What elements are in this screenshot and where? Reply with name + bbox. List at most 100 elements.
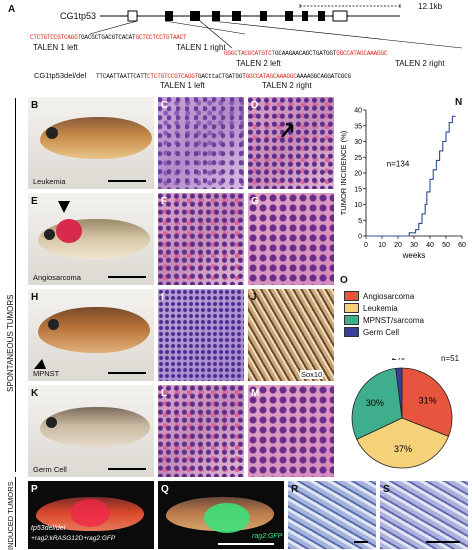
legend-label: Germ Cell — [363, 327, 400, 337]
legend-item: Angiosarcoma — [344, 290, 470, 302]
panel-label-e: E — [31, 196, 38, 207]
section-bracket-induced — [15, 477, 16, 547]
fish-photo-mpnst — [28, 289, 154, 381]
gene-length: 12.1kb — [418, 2, 443, 11]
pie-slice-label: 37% — [394, 444, 412, 454]
x-tick-label: 50 — [442, 242, 450, 249]
panel-label-g: G — [251, 196, 259, 207]
chart-annotation: n=134 — [387, 160, 410, 169]
section-label-induced: INDUCED TUMORS — [6, 481, 15, 550]
legend-swatch — [344, 315, 359, 325]
talen-2-right: TALEN 2 right — [395, 59, 445, 68]
talen-1-left: TALEN 1 left — [33, 43, 78, 52]
fish-photo-germ-cell — [28, 385, 154, 477]
deletion-label: CG1tp53del/del — [34, 71, 87, 80]
panel-label-r: R — [291, 484, 299, 495]
y-tick-label: 25 — [354, 155, 362, 162]
pie-slice-label: 31% — [419, 396, 437, 406]
panel-label-f: F — [161, 196, 168, 207]
talen-del-left: TALEN 1 left — [160, 81, 205, 90]
histology-j-sox10 — [248, 289, 334, 381]
panel-label-j: J — [251, 292, 257, 303]
gene-name: CG1tp53 — [60, 11, 97, 21]
y-tick-label: 5 — [358, 218, 362, 225]
legend-label: Leukemia — [363, 303, 398, 313]
pie-chart: 31% 37% 30% 2% — [351, 358, 453, 469]
x-tick-label: 30 — [410, 242, 418, 249]
pie-slice-label: 30% — [366, 398, 384, 408]
pie-slice-label: 2% — [392, 358, 405, 362]
fish-label-mpnst: MPNST — [33, 369, 60, 378]
panel-label-k: K — [31, 388, 39, 399]
pie-legend: Angiosarcoma Leukemia MPNST/sarcoma Germ Ce… — [344, 290, 470, 338]
fish-label-germ-cell: Germ Cell — [33, 465, 67, 474]
histology-g — [248, 193, 334, 285]
histology-s — [380, 481, 468, 549]
panel-label-p: P — [31, 484, 38, 495]
talen-del-right: TALEN 2 right — [262, 81, 312, 90]
legend-label: Angiosarcoma — [363, 291, 415, 301]
talen-2-left: TALEN 2 left — [236, 59, 281, 68]
y-axis-label: TUMOR INCIDENCE (%) — [339, 130, 348, 215]
histology-d — [248, 97, 334, 189]
legend-item: Germ Cell — [344, 326, 470, 338]
induced-transgenes: +rag2:kRASG12D+rag2:GFP — [31, 535, 116, 542]
panel-label-h: H — [31, 292, 39, 303]
y-tick-label: 30 — [354, 139, 362, 146]
panel-label-q: Q — [161, 484, 169, 495]
pie-annotation: n=51 — [441, 354, 460, 363]
y-tick-label: 15 — [354, 186, 362, 193]
panel-label-b: B — [31, 100, 39, 111]
panel-label-n: N — [455, 97, 463, 108]
fish-photo-leukemia — [28, 97, 154, 189]
fish-photo-angiosarcoma — [28, 193, 154, 285]
x-tick-label: 0 — [364, 242, 368, 249]
pie-slice — [401, 367, 453, 437]
histology-i — [158, 289, 244, 381]
stain-label: Sox10 — [300, 370, 324, 379]
panel-label-o: O — [340, 275, 348, 286]
sequence-exon-right: GGGCTACGCATGTCTGCAAGAACAGCTGATGGTGGCCATA… — [224, 50, 388, 57]
fish-label-angiosarcoma: Angiosarcoma — [33, 273, 81, 282]
pie-slice — [356, 417, 450, 469]
x-tick-label: 60 — [458, 242, 466, 249]
legend-swatch — [344, 327, 359, 337]
fish-photo-induced-q — [158, 481, 284, 549]
legend-swatch — [344, 291, 359, 301]
panel-label-l: L — [161, 388, 168, 399]
pie-slice — [351, 367, 403, 440]
sequence-deletion: TTCAATTAATTCATTCTCTGTCCGTCAGGTGACttaCTGA… — [96, 73, 352, 80]
legend-label: MPNST/sarcoma — [363, 315, 424, 325]
histology-c — [158, 97, 244, 189]
legend-item: MPNST/sarcoma — [344, 314, 470, 326]
talen-1-right: TALEN 1 right — [176, 43, 226, 52]
fish-photo-induced-p — [28, 481, 154, 549]
y-tick-label: 40 — [354, 108, 362, 115]
panel-label-m: M — [251, 388, 260, 399]
panel-label-s: S — [383, 484, 390, 495]
panel-label-i: I — [161, 292, 164, 303]
sequence-exon-left: CTCTGTCCGTCAGGTGACGCTGACGTCACATGCTCCTCCT… — [30, 34, 187, 41]
pie-slice — [395, 367, 403, 419]
x-axis-label: weeks — [402, 251, 426, 260]
histology-m — [248, 385, 334, 477]
induced-genotype: tp53del/del — [31, 525, 66, 532]
gene-diagram — [89, 4, 463, 49]
panel-label-a: A — [8, 4, 16, 15]
gfp-label: rag2:GFP — [252, 533, 283, 540]
incidence-line — [366, 115, 456, 237]
histology-r — [288, 481, 376, 549]
y-tick-label: 20 — [354, 171, 362, 178]
x-tick-label: 20 — [394, 242, 402, 249]
fish-label-leukemia: Leukemia — [33, 177, 66, 186]
section-bracket-spontaneous — [15, 98, 16, 472]
x-tick-label: 40 — [426, 242, 434, 249]
legend-swatch — [344, 303, 359, 313]
histology-l — [158, 385, 244, 477]
y-tick-label: 10 — [354, 202, 362, 209]
x-tick-label: 10 — [378, 242, 386, 249]
incidence-chart: 0 5 10 15 20 25 30 35 40 0 10 20 30 40 50 60 weeks TUMOR … — [339, 108, 466, 261]
panel-label-d: D — [251, 100, 259, 111]
y-tick-label: 0 — [358, 234, 362, 241]
section-label-spontaneous: SPONTANEOUS TUMORS — [6, 294, 15, 393]
